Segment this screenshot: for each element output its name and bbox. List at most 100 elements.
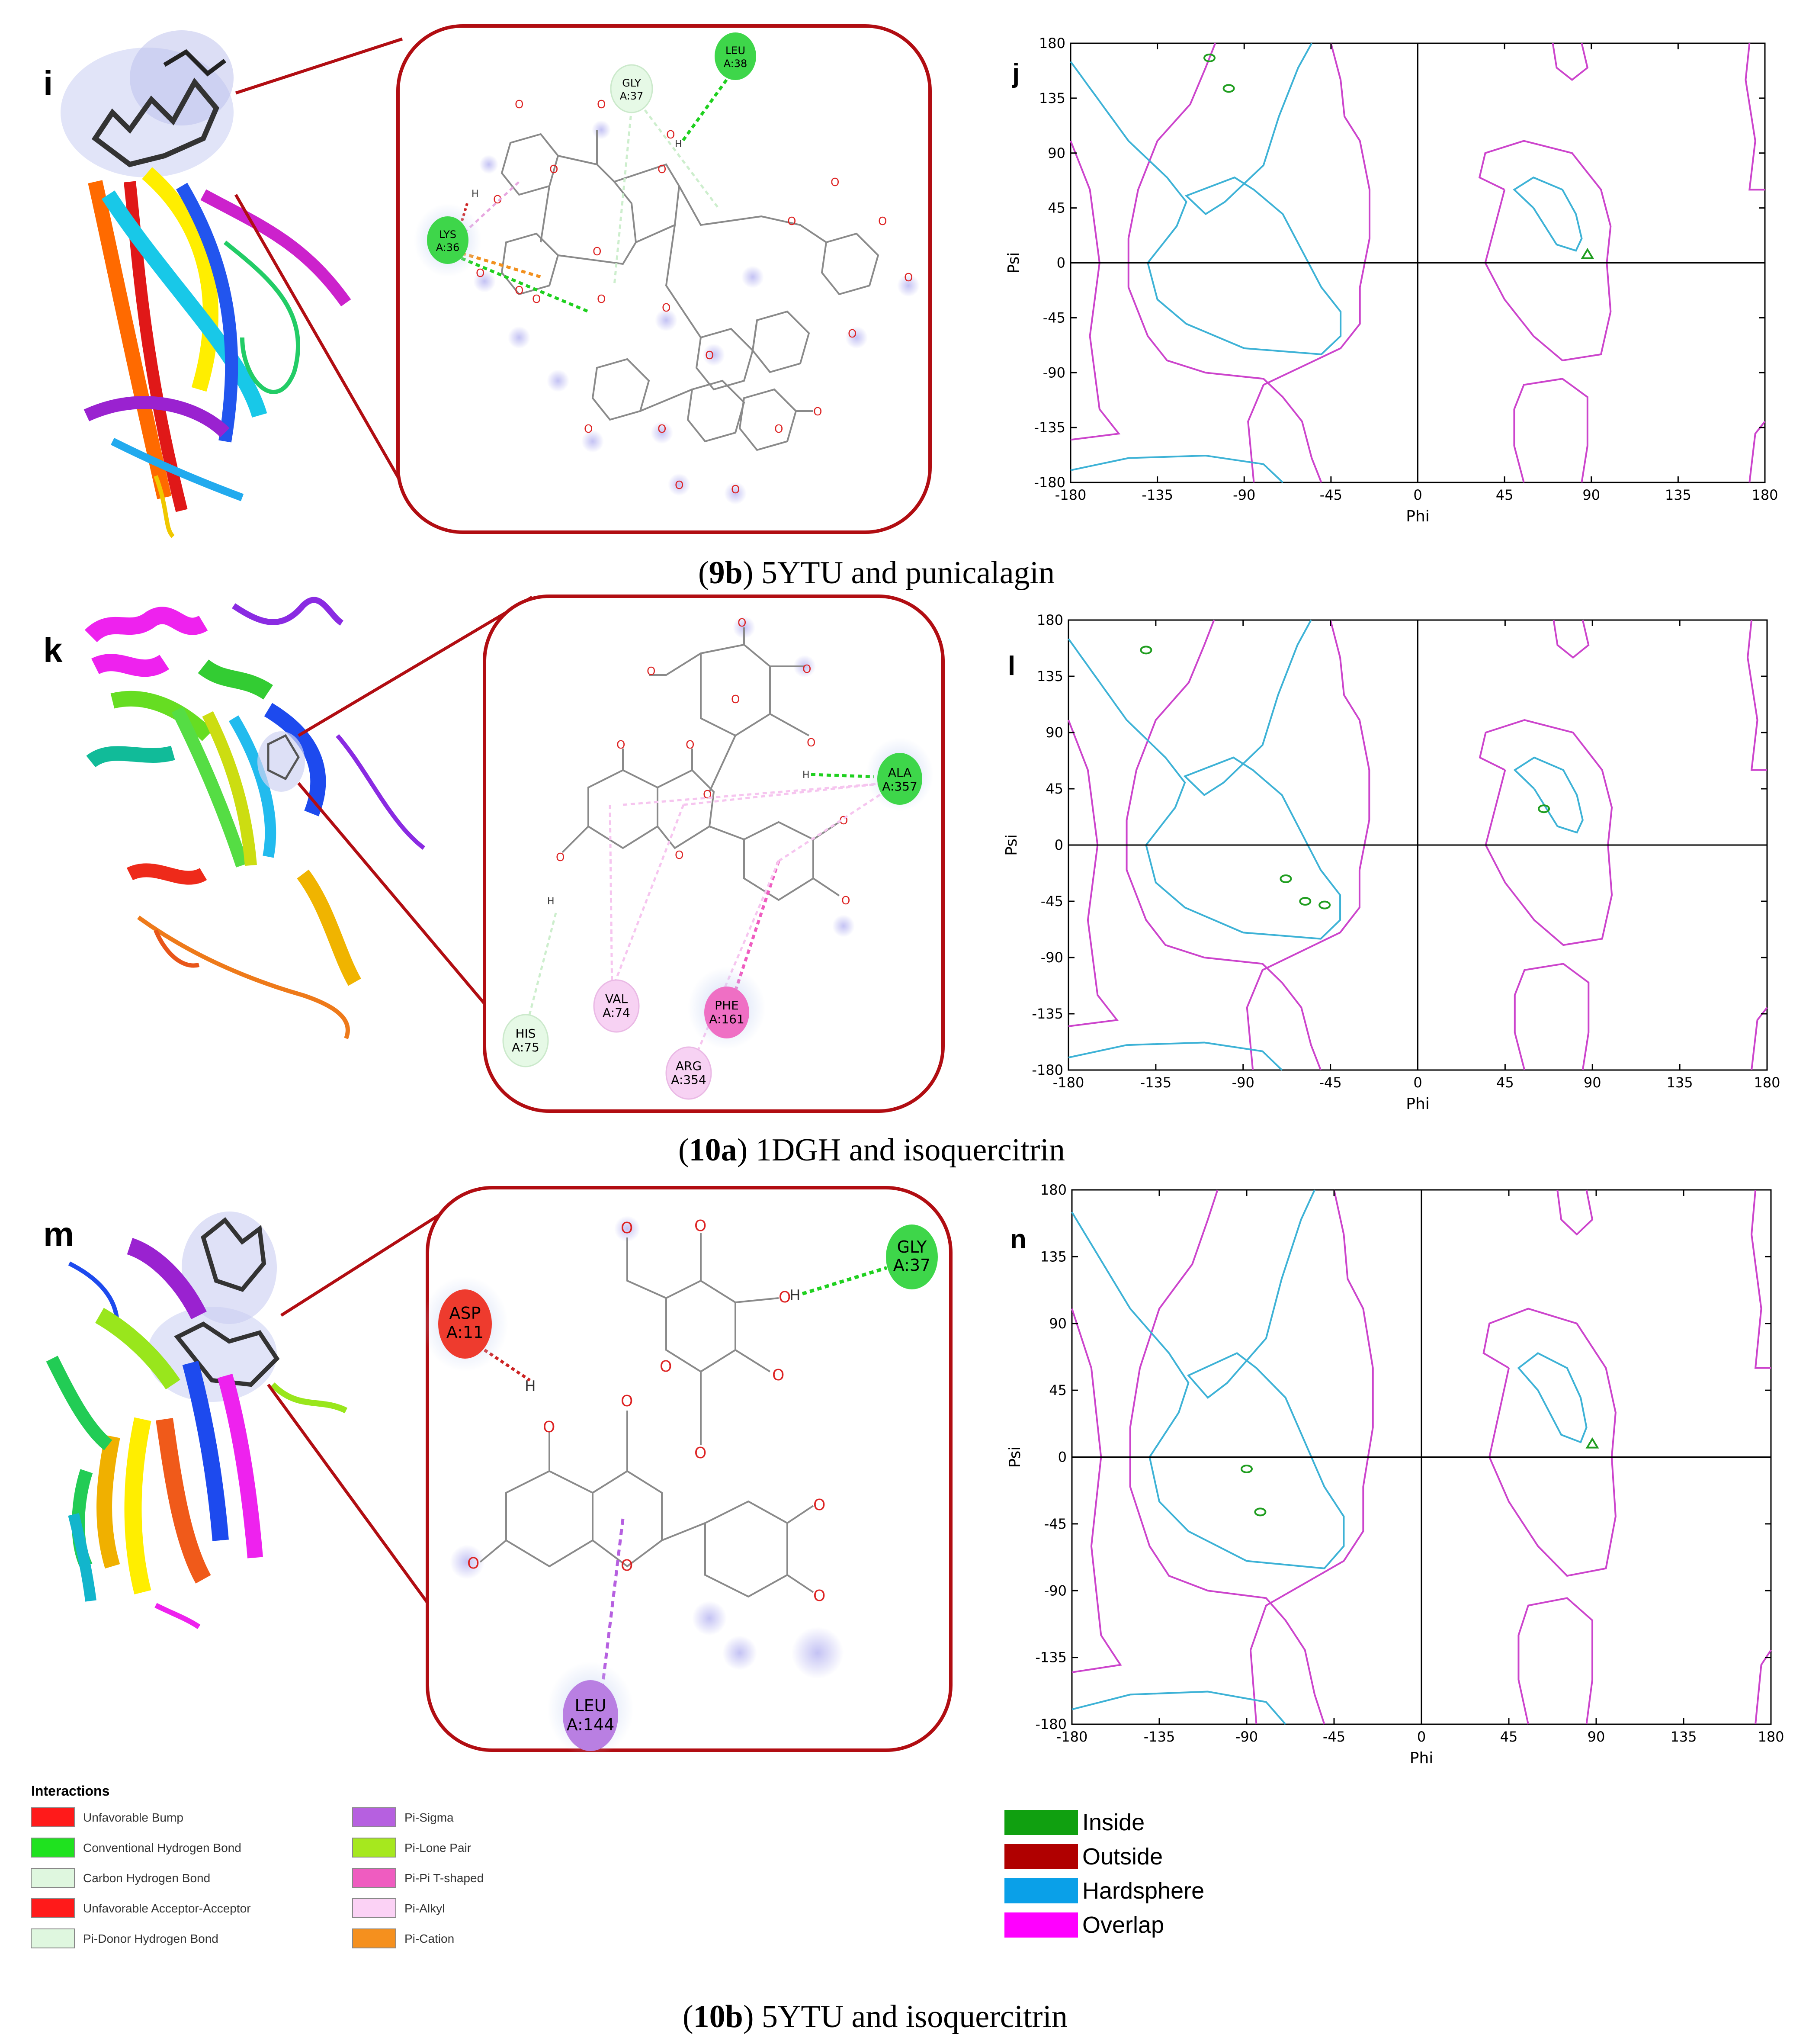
x-tick-label: -45: [1319, 1074, 1341, 1091]
svg-text:O: O: [597, 293, 606, 306]
hardsphere-contour: [1068, 620, 1341, 940]
residue-his-a75: HIS A:75: [502, 1014, 549, 1067]
interaction-swatch: [31, 1928, 75, 1948]
svg-text:O: O: [543, 1418, 555, 1436]
svg-text:O: O: [705, 349, 714, 362]
x-tick-label: -180: [1056, 1729, 1088, 1745]
x-tick-label: 90: [1584, 1074, 1601, 1091]
rama-legend-swatch: [1004, 1912, 1078, 1938]
panel-letter-k: k: [43, 631, 63, 669]
panel-letter-m: m: [43, 1215, 74, 1253]
rama-legend-swatch: [1004, 1810, 1078, 1835]
x-tick-label: 45: [1500, 1729, 1518, 1745]
svg-text:O: O: [779, 1289, 791, 1306]
protein-structure-i: [61, 30, 351, 538]
y-tick-label: -45: [1043, 309, 1065, 326]
y-tick-label: -135: [1035, 1649, 1067, 1666]
interaction-swatch: [352, 1868, 396, 1888]
interactions-legend-title: Interactions: [31, 1783, 109, 1799]
panel-letter-i: i: [43, 64, 53, 103]
x-tick-label: 0: [1417, 1729, 1426, 1745]
svg-text:O: O: [841, 894, 850, 907]
svg-text:O: O: [772, 1366, 784, 1384]
protein-structure-k: [84, 597, 426, 1039]
interaction-label: Pi-Pi T-shaped: [404, 1871, 484, 1885]
svg-text:O: O: [584, 423, 593, 436]
svg-text:O: O: [556, 851, 565, 864]
interactions-legend: Interactions Unfavorable Bump Conventiona…: [31, 1783, 484, 1948]
x-tick-label: 180: [1751, 487, 1778, 503]
x-tick-label: -90: [1233, 487, 1255, 503]
rama-legend-label: Hardsphere: [1082, 1878, 1204, 1904]
svg-text:O: O: [787, 215, 796, 228]
svg-text:A:144: A:144: [567, 1715, 615, 1734]
svg-text:O: O: [658, 163, 666, 176]
svg-text:A:354: A:354: [671, 1073, 706, 1087]
row-10a: k: [43, 595, 1780, 1113]
overlap-contour: [1068, 720, 1119, 1027]
hardsphere-contour: [1513, 176, 1583, 252]
hardsphere-contour: [1071, 1189, 1345, 1569]
y-axis-label: Psi: [1005, 252, 1023, 274]
ramachandran-legend: Inside Outside Hardsphere Overlap: [1004, 1809, 1204, 1938]
zoom-frame-10b: [426, 1186, 953, 1752]
svg-text:O: O: [813, 1587, 825, 1605]
y-tick-label: -90: [1043, 364, 1065, 381]
x-tick-label: 135: [1667, 1074, 1693, 1091]
svg-text:ALA: ALA: [888, 765, 912, 780]
svg-text:A:74: A:74: [603, 1006, 630, 1020]
overlap-contour: [1552, 43, 1589, 81]
x-tick-label: 0: [1413, 487, 1422, 503]
overlap-contour: [1517, 1597, 1594, 1725]
y-tick-label: 180: [1040, 1182, 1067, 1198]
y-tick-label: 180: [1037, 612, 1063, 628]
residue-val-a74: VAL A:74: [593, 979, 640, 1033]
x-axis-label: Phi: [1410, 1749, 1434, 1767]
y-tick-label: -90: [1041, 949, 1063, 966]
overlap-contour: [1748, 421, 1766, 483]
svg-text:LEU: LEU: [575, 1696, 606, 1715]
svg-text:A:37: A:37: [620, 90, 644, 102]
row-10b: m: [43, 1182, 1784, 1767]
svg-text:A:38: A:38: [724, 58, 747, 70]
y-tick-label: 0: [1055, 837, 1063, 853]
hardsphere-contour: [1517, 1352, 1588, 1443]
x-tick-label: 180: [1754, 1074, 1780, 1091]
svg-text:H: H: [547, 896, 555, 907]
interaction-swatch: [31, 1807, 75, 1827]
x-tick-label: -90: [1235, 1729, 1258, 1745]
interaction-swatch: [352, 1838, 396, 1858]
svg-text:H: H: [675, 139, 682, 150]
x-tick-label: -180: [1053, 1074, 1084, 1091]
ligand-diagram-isoquercitrin-10a: OO OO OO OO OO OO H H: [524, 616, 892, 1065]
svg-text:LEU: LEU: [725, 45, 745, 57]
overlap-contour: [1129, 1189, 1325, 1725]
rama-legend-label: Inside: [1082, 1809, 1145, 1835]
svg-text:O: O: [878, 215, 887, 228]
x-tick-label: -45: [1320, 487, 1342, 503]
caption-9b: (9b) 5YTU and punicalagin: [698, 555, 1055, 591]
interaction-label: Unfavorable Bump: [83, 1811, 183, 1824]
y-tick-label: 45: [1048, 200, 1065, 216]
x-tick-label: 90: [1582, 487, 1600, 503]
svg-text:GLY: GLY: [897, 1237, 927, 1257]
caption-10a: (10a) 1DGH and isoquercitrin: [678, 1132, 1065, 1168]
residue-point: [1299, 897, 1312, 906]
hardsphere-contour: [1070, 454, 1283, 483]
svg-text:O: O: [597, 98, 606, 111]
residue-asp-a11: ASP A:11: [422, 1276, 508, 1372]
overlap-contour: [1070, 140, 1121, 441]
y-tick-label: -135: [1034, 419, 1065, 436]
overlap-contour: [1513, 378, 1588, 483]
x-tick-label: -45: [1323, 1729, 1345, 1745]
x-tick-label: 45: [1496, 487, 1514, 503]
svg-text:O: O: [658, 423, 666, 436]
overlap-contour: [1556, 1189, 1594, 1236]
x-axis-label: Phi: [1406, 1095, 1430, 1113]
ramachandran-plot-j: -180-180 -135 -135 -90 -90 -45 -45 0 0 45 45 90 90 13…: [1005, 35, 1778, 525]
y-tick-label: 0: [1058, 1449, 1067, 1466]
y-tick-label: -45: [1041, 893, 1063, 910]
x-tick-label: 180: [1758, 1729, 1784, 1745]
x-tick-label: 135: [1665, 487, 1691, 503]
panel-letter-j: j: [1012, 58, 1020, 88]
